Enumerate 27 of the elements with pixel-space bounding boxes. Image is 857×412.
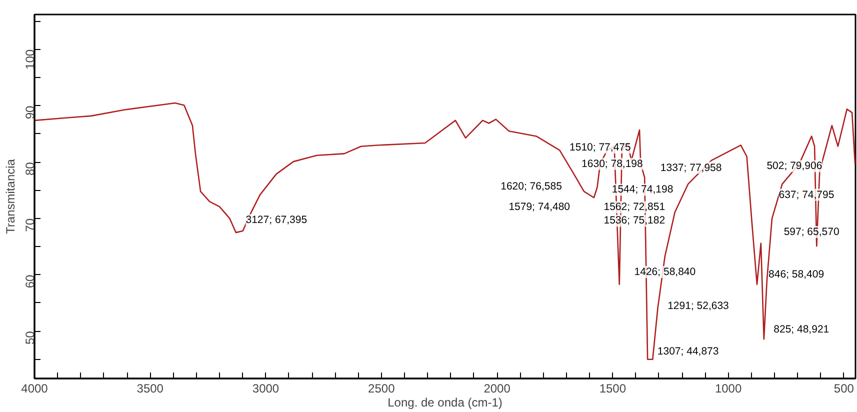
x-axis-title: Long. de onda (cm-1): [388, 396, 502, 410]
x-tick-label: 4000: [21, 382, 48, 396]
x-tick-label: 500: [834, 382, 854, 396]
annotation: 3127; 67,395: [246, 214, 308, 226]
x-tick-label: 3000: [252, 382, 280, 396]
annotation: 597; 65,570: [784, 226, 840, 238]
x-tick-label: 3500: [136, 382, 164, 396]
annotation: 1426; 58,840: [634, 266, 696, 278]
x-tick-label: 1000: [714, 382, 742, 396]
annotation: 825; 48,921: [774, 323, 830, 336]
annotation: 1562; 72,851: [604, 201, 666, 214]
x-tick-label: 2000: [484, 382, 511, 396]
annotation: 1337; 77,958: [660, 162, 722, 174]
annotation: 846; 58,409: [768, 268, 824, 280]
annotation: 502; 79,906: [766, 160, 822, 172]
annotation: 1291; 52,633: [668, 300, 730, 312]
annotation: 1544; 74,198: [612, 184, 674, 196]
annotation: 1307; 44,873: [657, 345, 719, 358]
annotation: 637; 74,795: [778, 188, 834, 201]
annotation: 1536; 75,182: [604, 214, 666, 227]
annotation: 1579; 74,480: [508, 201, 570, 214]
x-tick-label: 1500: [599, 382, 626, 396]
annotation: 1630; 78,198: [582, 158, 644, 170]
x-tick-label: 2500: [368, 382, 396, 396]
annotation: 1510; 77,475: [570, 141, 631, 154]
annotation: 1620; 76,585: [500, 180, 562, 192]
y-axis-title: Transmitancia: [4, 158, 18, 234]
